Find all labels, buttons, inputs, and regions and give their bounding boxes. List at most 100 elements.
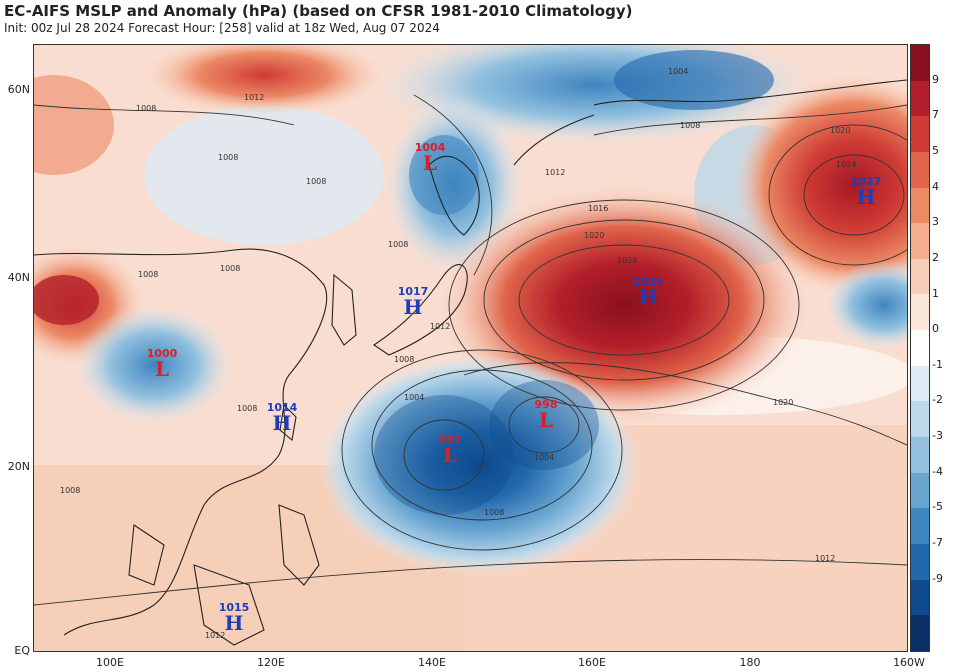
- system-letter: H: [856, 185, 876, 209]
- colorbar-tick-label: 5: [932, 143, 939, 157]
- colorbar-segment: [911, 223, 929, 259]
- low-pressure-marker: 997 L: [430, 434, 470, 465]
- colorbar-tick-label: 4: [932, 179, 939, 193]
- low-pressure-marker: 1004 L: [410, 142, 450, 173]
- isobar-label: 1020: [584, 231, 605, 240]
- isobar-label: 1008: [680, 121, 701, 130]
- colorbar-tick-label: 0: [932, 322, 939, 336]
- system-letter: H: [224, 611, 244, 635]
- colorbar-segment: [911, 151, 929, 188]
- colorbar-segment: [911, 258, 929, 295]
- colorbar-segment: [911, 437, 929, 473]
- system-value: 1004: [414, 141, 446, 154]
- isobar-label: 1004: [668, 67, 689, 76]
- colorbar-segment: [911, 365, 929, 402]
- isobar-label: 1016: [588, 204, 609, 213]
- system-letter: H: [403, 295, 423, 319]
- system-value: 1025: [632, 275, 664, 288]
- isobar-label: 1020: [773, 398, 794, 407]
- system-value: 998: [534, 398, 558, 411]
- isobar-label: 1008: [237, 404, 258, 413]
- low-pressure-marker: 998 L: [526, 399, 566, 430]
- colorbar-tick-label: 9: [932, 72, 939, 86]
- high-pressure-marker: 1015 H: [214, 602, 254, 633]
- chart-subtitle: Init: 00z Jul 28 2024 Forecast Hour: [25…: [4, 21, 440, 35]
- lat-label: 60N: [7, 83, 30, 96]
- system-value: 1027: [850, 175, 882, 188]
- lon-label: 120E: [257, 656, 285, 669]
- isobar-label: 1008: [218, 153, 239, 162]
- isobar-label: 1008: [388, 240, 409, 249]
- high-pressure-marker: 1027 H: [846, 176, 886, 207]
- colorbar-segment: [911, 543, 929, 580]
- isobar-label: 1024: [836, 160, 857, 169]
- colorbar-tick-label: -4: [932, 464, 943, 478]
- colorbar-tick-label: -5: [932, 500, 943, 514]
- system-letter: L: [442, 443, 458, 467]
- colorbar-segment: [911, 294, 929, 331]
- colorbar-segment: [911, 472, 929, 509]
- low-pressure-marker: 1000 L: [142, 348, 182, 379]
- isobar-label: 1004: [534, 453, 555, 462]
- colorbar-segment: [911, 508, 929, 544]
- lat-label: EQ: [14, 644, 30, 657]
- colorbar-segment: [911, 187, 929, 224]
- colorbar-segment: [911, 615, 929, 651]
- isobar-label: 1012: [205, 631, 226, 640]
- colorbar-segment: [911, 116, 929, 152]
- coastlines: [34, 79, 907, 646]
- system-value: 997: [438, 433, 462, 446]
- colorbar-tick-label: -3: [932, 429, 943, 443]
- colorbar-tick-label: -9: [932, 571, 943, 585]
- colorbar-tick-label: -1: [932, 357, 943, 371]
- high-pressure-marker: 1025 H: [628, 276, 668, 307]
- lat-label: 20N: [7, 460, 30, 473]
- system-letter: L: [538, 408, 554, 432]
- colorbar-segment: [911, 579, 929, 616]
- map-panel: [33, 44, 908, 652]
- isobar-label: 1008: [138, 270, 159, 279]
- system-letter: H: [272, 411, 292, 435]
- isobar-label: 1008: [484, 508, 505, 517]
- colorbar-tick-label: -7: [932, 536, 943, 550]
- high-pressure-marker: 1014 H: [262, 402, 302, 433]
- header: EC-AIFS MSLP and Anomaly (hPa) (based on…: [4, 2, 954, 42]
- system-value: 1014: [266, 401, 298, 414]
- isobar-label: 1012: [430, 322, 451, 331]
- lon-label: 160E: [578, 656, 606, 669]
- system-letter: H: [638, 285, 658, 309]
- anomaly-field: [34, 45, 907, 651]
- isobar-label: 1008: [136, 104, 157, 113]
- isobar-label: 1012: [815, 554, 836, 563]
- colorbar-segment: [911, 45, 929, 81]
- isobar-label: 1008: [60, 486, 81, 495]
- chart-title: EC-AIFS MSLP and Anomaly (hPa) (based on…: [4, 2, 633, 20]
- isobar-label: 1024: [617, 256, 638, 265]
- high-pressure-marker: 1017 H: [393, 286, 433, 317]
- colorbar-segment: [911, 330, 929, 366]
- lon-label: 160W: [893, 656, 925, 669]
- colorbar-segment: [911, 401, 929, 438]
- isobar-label: 1012: [545, 168, 566, 177]
- isobar-label: 1004: [404, 393, 425, 402]
- colorbar-tick-label: 7: [932, 108, 939, 122]
- colorbar-tick-label: 1: [932, 286, 939, 300]
- isobar-label: 1012: [244, 93, 265, 102]
- isobar-label: 1008: [394, 355, 415, 364]
- lat-label: 40N: [7, 271, 30, 284]
- colorbar-tick-label: 2: [932, 250, 939, 264]
- colorbar-segment: [911, 80, 929, 117]
- colorbar-tick-label: -2: [932, 393, 943, 407]
- system-letter: L: [154, 357, 170, 381]
- system-letter: L: [422, 151, 438, 175]
- isobar-label: 1020: [830, 126, 851, 135]
- system-value: 1015: [218, 601, 250, 614]
- colorbar: [910, 44, 930, 652]
- system-value: 1000: [146, 347, 178, 360]
- lon-label: 140E: [418, 656, 446, 669]
- isobar-label: 1008: [306, 177, 327, 186]
- system-value: 1017: [397, 285, 429, 298]
- isobar-label: 1008: [220, 264, 241, 273]
- isobars: [34, 94, 907, 606]
- lon-label: 180: [739, 656, 761, 669]
